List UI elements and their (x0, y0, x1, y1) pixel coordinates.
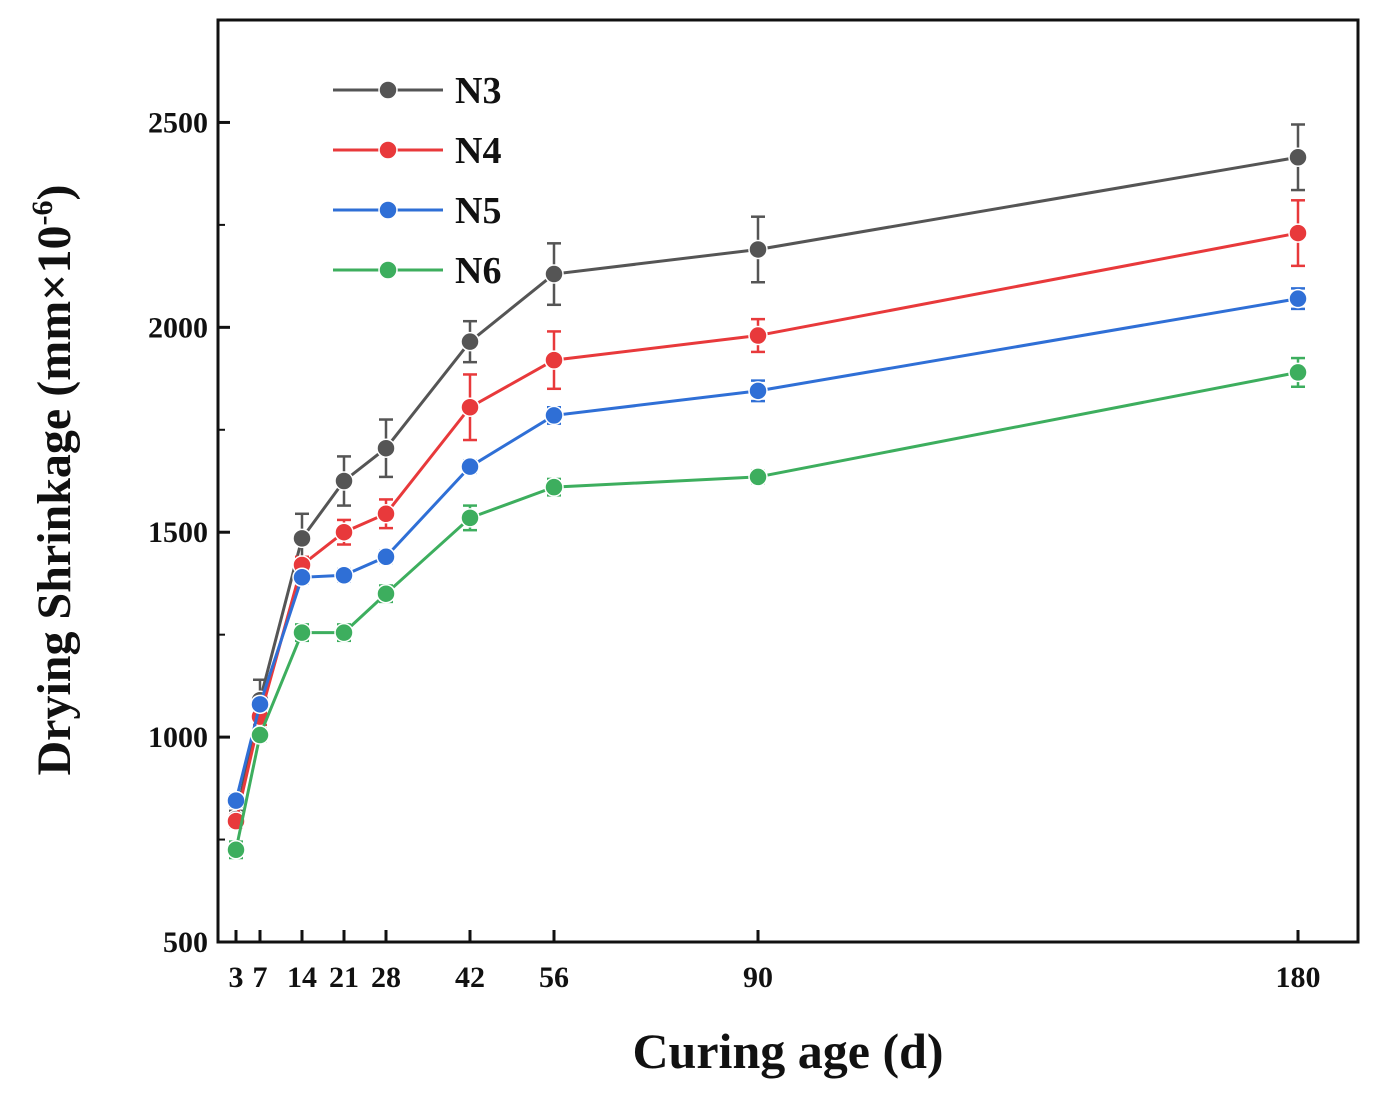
series-N5 (226, 287, 1308, 811)
y-tick-label-1000: 1000 (148, 721, 208, 754)
legend-marker-N5 (378, 200, 398, 220)
point-N4-90 (748, 325, 768, 346)
y-axis-title-superscript: -6 (26, 200, 59, 225)
legend-item-N3: N3 (333, 70, 501, 112)
legend-label-N3: N3 (455, 70, 501, 112)
point-N5-3 (226, 790, 246, 811)
point-N6-14 (292, 622, 312, 643)
series-line-N5 (234, 297, 1299, 801)
x-tick-label-56: 56 (539, 961, 569, 994)
y-tick-label-1500: 1500 (148, 516, 208, 549)
point-N5-42 (460, 456, 480, 477)
point-N3-21 (334, 471, 354, 491)
point-N3-56 (544, 264, 564, 284)
point-N4-28 (376, 504, 396, 524)
point-N4-56 (544, 350, 564, 370)
y-tick-label-2500: 2500 (148, 106, 208, 139)
series-line-N3 (234, 155, 1299, 820)
series-line-N4 (234, 231, 1299, 822)
point-N5-21 (334, 565, 354, 585)
x-tick-label-180: 180 (1276, 961, 1321, 994)
point-N3-42 (460, 331, 480, 352)
x-tick-label-14: 14 (287, 961, 317, 994)
legend-marker-N4 (378, 140, 398, 160)
x-tick-label-28: 28 (371, 961, 401, 994)
point-N6-42 (460, 508, 480, 528)
y-axis-title-main: Drying Shrinkage (mm×10 (28, 225, 81, 775)
point-N3-28 (376, 438, 396, 458)
x-tick-label-3: 3 (229, 961, 244, 994)
point-N6-180 (1288, 362, 1308, 383)
x-axis-title: Curing age (d) (632, 1023, 943, 1079)
plot-frame (216, 18, 1360, 944)
point-N6-56 (544, 477, 564, 497)
legend-label-N5: N5 (455, 190, 501, 232)
point-N4-42 (460, 397, 480, 417)
point-N6-21 (334, 622, 354, 643)
point-N3-90 (748, 239, 768, 260)
x-axis-ticks: 3 7 14 21 28 42 56 90 180 (229, 930, 1321, 994)
y-tick-label-500: 500 (163, 926, 208, 959)
y-axis-title: Drying Shrinkage (mm×10-6) (26, 184, 81, 775)
point-N5-14 (292, 567, 312, 588)
legend-item-N5: N5 (333, 190, 501, 232)
legend-label-N4: N4 (455, 130, 501, 172)
legend-label-N6: N6 (455, 250, 501, 292)
point-N6-7 (250, 725, 270, 745)
point-N3-180 (1288, 147, 1308, 168)
x-tick-label-7: 7 (253, 961, 268, 994)
y-tick-label-2000: 2000 (148, 311, 208, 344)
series-layer (226, 123, 1308, 860)
series-line-N6 (234, 370, 1299, 851)
point-N5-28 (376, 547, 396, 567)
x-tick-label-21: 21 (329, 961, 359, 994)
x-tick-label-42: 42 (455, 961, 485, 994)
point-N3-14 (292, 528, 312, 549)
series-N4 (226, 199, 1308, 831)
point-N6-28 (376, 583, 396, 604)
point-N5-90 (748, 381, 768, 401)
point-N4-21 (334, 522, 354, 542)
point-N5-7 (250, 694, 270, 715)
y-axis-title-close: ) (28, 184, 81, 200)
legend-marker-N6 (378, 260, 398, 280)
point-N4-180 (1288, 223, 1308, 243)
legend-marker-N3 (378, 80, 398, 100)
point-N6-3 (226, 840, 246, 860)
y-axis-ticks: 500 1000 1500 2000 2500 (148, 106, 230, 959)
point-N5-180 (1288, 288, 1308, 309)
point-N6-90 (748, 467, 768, 487)
series-N6 (226, 356, 1308, 860)
x-tick-label-90: 90 (743, 961, 773, 994)
point-N5-56 (544, 405, 564, 426)
legend-item-N4: N4 (333, 130, 501, 172)
legend-item-N6: N6 (333, 250, 501, 292)
legend: N3 N4 N5 N6 (333, 70, 501, 292)
